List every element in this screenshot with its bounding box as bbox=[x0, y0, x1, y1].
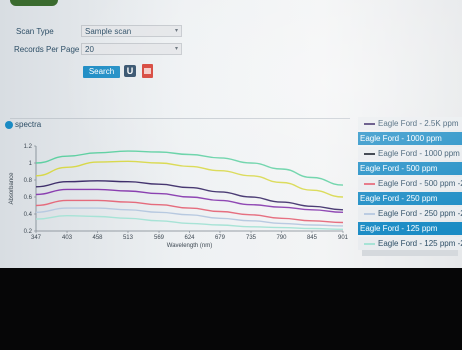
legend-item-label: Eagle Ford - 2.5K ppm bbox=[378, 119, 459, 128]
legend-item[interactable]: Eagle Ford - 1000 ppm bbox=[358, 132, 462, 145]
legend-item[interactable]: Eagle Ford - 500 ppm bbox=[358, 162, 462, 175]
x-tick-label: 790 bbox=[276, 235, 287, 241]
x-tick-label: 458 bbox=[93, 235, 104, 241]
legend-swatch bbox=[364, 122, 375, 125]
panel-title: spectra bbox=[15, 120, 42, 129]
legend-item[interactable]: Eagle Ford - 250 ppm bbox=[358, 192, 462, 205]
scan-type-label: Scan Type bbox=[16, 27, 54, 36]
legend-item[interactable]: Eagle Ford - 125 ppm bbox=[358, 222, 462, 235]
legend-item-label: Eagle Ford - 1000 ppm bbox=[378, 149, 460, 158]
x-tick-label: 679 bbox=[215, 235, 226, 241]
legend-swatch bbox=[364, 182, 375, 185]
series-line-7 bbox=[35, 214, 344, 230]
scan-type-value: Sample scan bbox=[85, 27, 132, 36]
legend-swatch bbox=[364, 242, 375, 245]
legend-item-label: Eagle Ford - 250 ppm -2 bbox=[378, 209, 462, 218]
search-button[interactable]: Search bbox=[83, 66, 120, 78]
x-tick-label: 845 bbox=[307, 235, 318, 241]
series-line-4 bbox=[35, 188, 344, 213]
x-tick-label: 569 bbox=[154, 235, 165, 241]
y-tick-label: 1 bbox=[29, 161, 33, 167]
series-line-2 bbox=[35, 160, 344, 198]
legend-scrollbar[interactable] bbox=[362, 250, 458, 256]
series-line-6 bbox=[35, 207, 344, 227]
legend-item-label: Eagle Ford - 1000 ppm bbox=[360, 134, 442, 143]
legend-item[interactable]: Eagle Ford - 2.5K ppm bbox=[358, 117, 462, 130]
legend-item[interactable]: Eagle Ford - 500 ppm -2 bbox=[358, 177, 462, 190]
x-tick-label: 624 bbox=[184, 235, 195, 241]
series-line-5 bbox=[35, 199, 344, 224]
y-tick-label: 0.6 bbox=[24, 195, 33, 201]
y-tick-label: 0.4 bbox=[24, 212, 33, 218]
legend-item-label: Eagle Ford - 125 ppm -2 bbox=[378, 239, 462, 248]
chevron-down-icon: ▾ bbox=[174, 28, 178, 34]
x-axis-label: Wavelength (nm) bbox=[167, 243, 212, 249]
x-tick-label: 513 bbox=[123, 235, 134, 241]
chart-ticks: 347 403 458 513 569 624 679 735 790 845 901 0.2 0.4 0… bbox=[24, 144, 349, 241]
legend-item-label: Eagle Ford - 250 ppm bbox=[360, 194, 438, 203]
legend-list[interactable]: Eagle Ford - 2.5K ppm Eagle Ford - 1000 p… bbox=[358, 117, 462, 257]
pdf-icon[interactable] bbox=[142, 64, 153, 78]
y-axis-label: Absorbance bbox=[9, 172, 15, 205]
legend-swatch bbox=[364, 212, 375, 215]
monitor-bezel bbox=[0, 268, 462, 350]
legend-item[interactable]: Eagle Ford - 125 ppm -2 bbox=[358, 237, 462, 250]
legend-item-label: Eagle Ford - 500 ppm -2 bbox=[378, 179, 462, 188]
chevron-down-icon: ▾ bbox=[174, 46, 178, 52]
x-tick-label: 735 bbox=[246, 235, 257, 241]
series-line-1 bbox=[35, 150, 344, 186]
spectra-chart: 347 403 458 513 569 624 679 735 790 845 901 0.2 0.4 0… bbox=[9, 144, 349, 249]
panel-toggle-icon[interactable] bbox=[5, 121, 13, 129]
chart-series bbox=[35, 150, 344, 230]
scan-type-select[interactable]: Sample scan ▾ bbox=[81, 25, 182, 37]
legend-item[interactable]: Eagle Ford - 250 ppm -2 bbox=[358, 207, 462, 220]
series-line-3 bbox=[35, 180, 344, 211]
legend-item[interactable]: Eagle Ford - 1000 ppm bbox=[358, 147, 462, 160]
x-tick-label: 347 bbox=[31, 235, 42, 241]
y-tick-label: 1.2 bbox=[24, 144, 33, 150]
legend-swatch bbox=[364, 152, 375, 155]
y-tick-label: 0.2 bbox=[24, 229, 33, 235]
chart-axes bbox=[35, 146, 343, 232]
records-per-page-label: Records Per Page bbox=[14, 45, 80, 54]
records-per-page-select[interactable]: 20 ▾ bbox=[81, 43, 182, 55]
divider bbox=[10, 118, 350, 119]
u-icon[interactable]: U bbox=[124, 65, 136, 77]
monitor-screen: Scan Type Sample scan ▾ Records Per Page… bbox=[0, 0, 462, 268]
x-tick-label: 403 bbox=[62, 235, 73, 241]
window-tab bbox=[10, 0, 58, 6]
legend-item-label: Eagle Ford - 125 ppm bbox=[360, 224, 438, 233]
y-tick-label: 0.8 bbox=[24, 178, 33, 184]
legend-item-label: Eagle Ford - 500 ppm bbox=[360, 164, 438, 173]
x-tick-label: 901 bbox=[338, 235, 349, 241]
records-per-page-value: 20 bbox=[85, 45, 94, 54]
